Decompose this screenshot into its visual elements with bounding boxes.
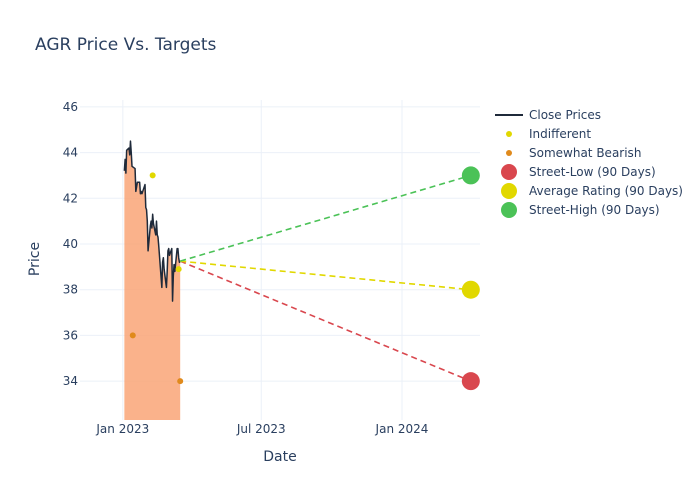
- price-area: [124, 141, 181, 420]
- legend-label: Street-Low (90 Days): [529, 165, 656, 179]
- y-tick-label: 38: [63, 283, 78, 297]
- markers: [129, 166, 480, 391]
- legend-marker-symbol: [501, 183, 517, 199]
- legend: Close Prices Indifferent Somewhat Bearish S…: [495, 108, 683, 218]
- target-lines: [179, 174, 472, 382]
- price-line-layer: [123, 140, 181, 302]
- y-axis-ticks: 34 36 38 40 42 44 46: [63, 100, 78, 388]
- y-tick-label: 44: [63, 146, 78, 160]
- average-rating-days-marker: [461, 280, 480, 299]
- legend-item: Indifferent: [506, 127, 591, 141]
- y-tick-label: 34: [63, 374, 78, 388]
- y-tick-label: 36: [63, 328, 78, 342]
- price-fill-area: [124, 141, 181, 420]
- street-low-days-marker: [461, 372, 480, 391]
- average-rating-days-line: [180, 260, 471, 291]
- legend-label: Average Rating (90 Days): [529, 184, 683, 198]
- legend-dot-symbol: [506, 150, 512, 156]
- street-high-days-line: [179, 174, 472, 262]
- legend-marker-symbol: [501, 202, 517, 218]
- somewhat-bearish-rating-point: [177, 378, 184, 385]
- indifferent-rating-point: [175, 266, 182, 273]
- y-axis-title: Price: [27, 242, 43, 276]
- legend-label: Somewhat Bearish: [529, 146, 641, 160]
- x-tick-label: Jan 2024: [375, 422, 429, 436]
- close-price-line: [123, 140, 181, 302]
- legend-label: Close Prices: [529, 108, 601, 122]
- x-axis-title: Date: [263, 449, 296, 465]
- x-tick-label: Jul 2023: [236, 422, 286, 436]
- legend-item: Somewhat Bearish: [506, 146, 641, 160]
- indifferent-rating-point: [149, 172, 156, 179]
- legend-item: Average Rating (90 Days): [501, 183, 683, 199]
- legend-marker-symbol: [501, 164, 517, 180]
- street-low-days-line: [179, 260, 472, 382]
- legend-label: Indifferent: [529, 127, 591, 141]
- chart-title: AGR Price Vs. Targets: [35, 35, 216, 55]
- legend-dot-symbol: [506, 131, 512, 137]
- y-tick-label: 42: [63, 191, 78, 205]
- street-high-days-marker: [461, 166, 480, 185]
- y-tick-label: 40: [63, 237, 78, 251]
- x-tick-label: Jan 2023: [95, 422, 149, 436]
- x-axis-ticks: Jan 2023 Jul 2023 Jan 2024: [95, 422, 428, 436]
- y-tick-label: 46: [63, 100, 78, 114]
- legend-label: Street-High (90 Days): [529, 203, 660, 217]
- plot-area: [80, 100, 480, 420]
- legend-item: Street-Low (90 Days): [501, 164, 656, 180]
- legend-item: Close Prices: [495, 108, 601, 122]
- legend-item: Street-High (90 Days): [501, 202, 660, 218]
- somewhat-bearish-rating-point: [129, 332, 136, 339]
